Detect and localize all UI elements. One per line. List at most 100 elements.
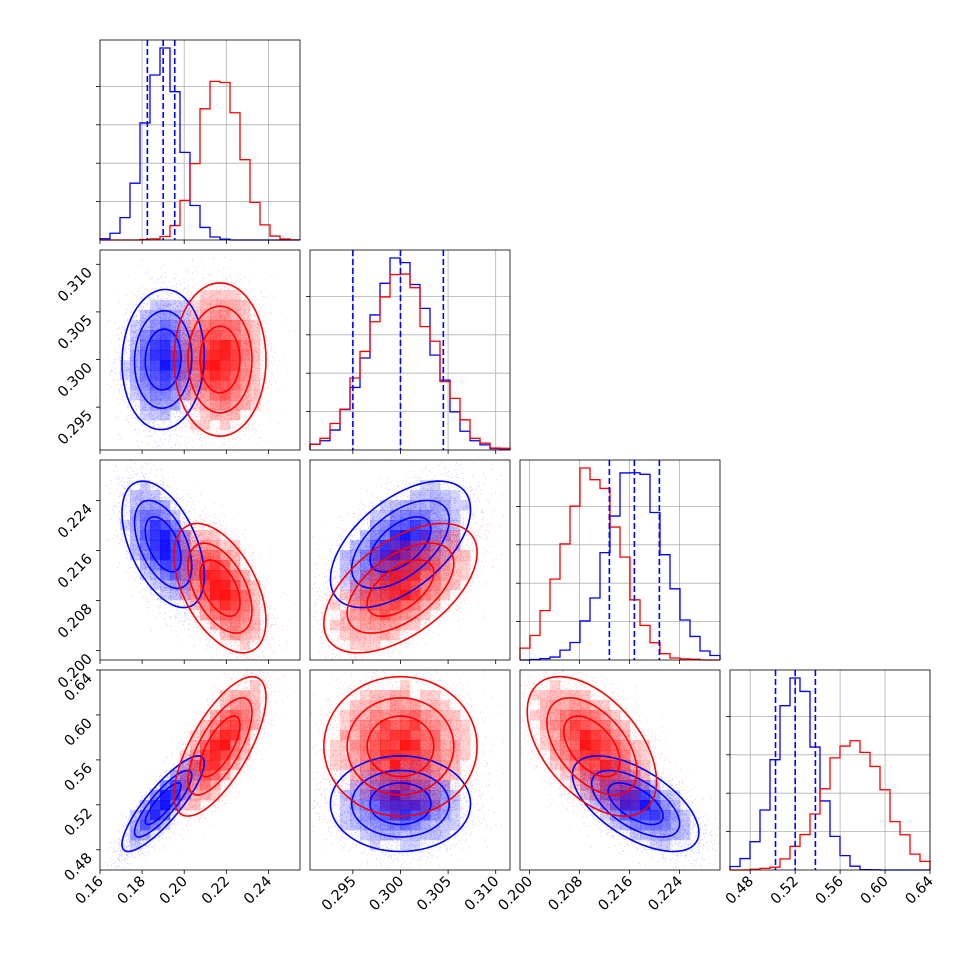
density-cell — [210, 740, 220, 750]
density-cell — [230, 320, 240, 330]
density-cell — [360, 570, 370, 580]
density-cell — [420, 610, 430, 620]
density-cell — [200, 570, 210, 580]
density-cell — [210, 790, 220, 800]
density-cell — [390, 700, 400, 710]
density-cell — [210, 710, 220, 720]
density-cell — [430, 510, 440, 520]
density-cell — [570, 740, 580, 750]
density-cell — [220, 740, 230, 750]
density-cell — [560, 700, 570, 710]
scatter-panel-1-0 — [96, 250, 300, 454]
density-cell — [550, 690, 560, 700]
x-tick-label: 0.310 — [462, 874, 503, 915]
density-cell — [540, 690, 550, 700]
density-cell — [150, 340, 160, 350]
density-cell — [330, 760, 340, 770]
density-cell — [450, 490, 460, 500]
density-cell — [430, 810, 440, 820]
density-cell — [410, 550, 420, 560]
density-cell — [230, 390, 240, 400]
density-cell — [390, 750, 400, 760]
density-cell — [190, 420, 200, 430]
density-cell — [450, 810, 460, 820]
y-tick-label: 0.300 — [55, 360, 96, 401]
density-cell — [200, 390, 210, 400]
density-cell — [230, 630, 240, 640]
density-cell — [250, 320, 260, 330]
x-tick-label: 0.22 — [199, 874, 233, 908]
density-cell — [230, 720, 240, 730]
density-cell — [440, 570, 450, 580]
density-cell — [360, 610, 370, 620]
density-cell — [390, 720, 400, 730]
density-cell — [600, 740, 610, 750]
density-cell — [200, 530, 210, 540]
density-cell — [390, 830, 400, 840]
density-cell — [210, 330, 220, 340]
density-cell — [440, 730, 450, 740]
x-tick-label: 0.216 — [596, 874, 637, 915]
y-tick-label: 0.208 — [55, 601, 96, 642]
density-cell — [130, 320, 140, 330]
density-cell — [620, 750, 630, 760]
density-cell — [360, 640, 370, 650]
density-cell — [340, 710, 350, 720]
density-cell — [230, 620, 240, 630]
density-cell — [410, 750, 420, 760]
density-cell — [350, 730, 360, 740]
scatter-panel-3-1 — [309, 669, 512, 874]
density-cell — [410, 510, 420, 520]
density-cell — [350, 740, 360, 750]
density-cell — [200, 760, 210, 770]
density-cell — [460, 720, 470, 730]
density-cell — [550, 680, 560, 690]
scatter-panel-2-0 — [96, 460, 300, 664]
density-cell — [680, 820, 690, 830]
density-cell — [620, 800, 630, 810]
panel-content — [309, 669, 512, 872]
density-cell — [390, 710, 400, 720]
y-tick-label: 0.52 — [62, 805, 96, 839]
y-tick-label: 0.60 — [62, 715, 96, 749]
hist-panel-0 — [96, 40, 300, 244]
density-cell — [400, 800, 410, 810]
density-cell — [610, 720, 620, 730]
x-tick-label: 0.60 — [858, 874, 892, 908]
density-cell — [220, 700, 230, 710]
density-cell — [450, 500, 460, 510]
density-cell — [330, 740, 340, 750]
density-cell — [370, 640, 380, 650]
density-cell — [580, 720, 590, 730]
y-tick-label: 0.224 — [55, 501, 96, 542]
density-cell — [150, 530, 160, 540]
density-cell — [380, 730, 390, 740]
density-cell — [210, 360, 220, 370]
density-cell — [360, 830, 370, 840]
density-cell — [460, 560, 470, 570]
density-cell — [370, 690, 380, 700]
density-cell — [560, 770, 570, 780]
density-cell — [450, 740, 460, 750]
density-cell — [240, 340, 250, 350]
hist-panel-1 — [306, 250, 510, 454]
density-cell — [440, 490, 450, 500]
panel-content — [309, 460, 512, 663]
density-cell — [150, 300, 160, 310]
density-cell — [410, 620, 420, 630]
density-cell — [460, 550, 470, 560]
density-cell — [390, 570, 400, 580]
density-cell — [590, 710, 600, 720]
density-cell — [220, 310, 230, 320]
density-cell — [250, 620, 260, 630]
density-cell — [220, 580, 230, 590]
scatter-panel-3-2 — [518, 669, 721, 874]
density-cell — [210, 400, 220, 410]
density-cell — [660, 790, 670, 800]
density-cell — [210, 750, 220, 760]
density-cell — [410, 730, 420, 740]
density-cell — [430, 490, 440, 500]
density-cell — [170, 550, 180, 560]
density-cell — [150, 360, 160, 370]
density-cell — [540, 700, 550, 710]
